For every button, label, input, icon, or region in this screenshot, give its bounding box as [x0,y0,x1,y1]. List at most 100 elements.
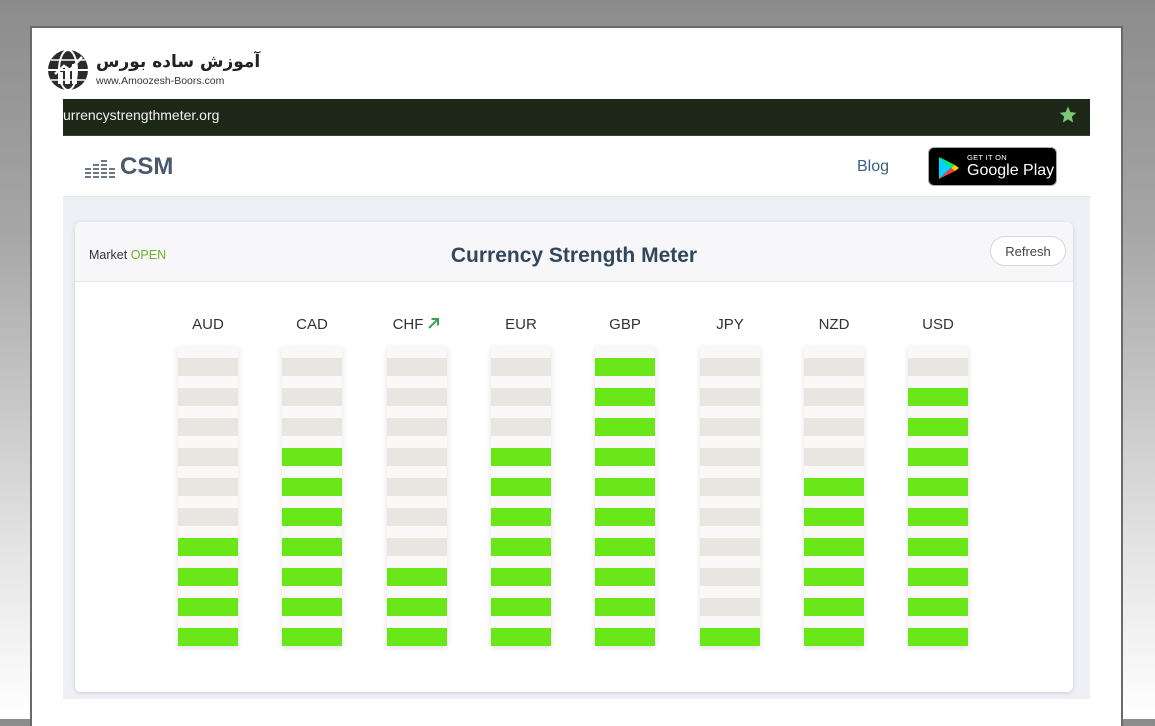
strength-segment-filled [595,628,655,646]
strength-bar-stack [387,346,447,646]
refresh-button[interactable]: Refresh [990,236,1066,266]
strength-segment-empty [700,598,760,616]
strength-segment-empty [700,538,760,556]
strength-segment-empty [387,538,447,556]
strength-segment-filled [908,418,968,436]
strength-segment-empty [700,388,760,406]
strength-segment-empty [387,388,447,406]
currency-label: GBP [575,316,675,333]
currency-code: NZD [818,316,850,333]
strength-segment-filled [178,538,238,556]
market-status: Market OPEN [89,248,166,262]
google-play-badge[interactable]: GET IT ON Google Play [928,147,1057,186]
strength-segment-filled [804,568,864,586]
strength-segment-filled [908,508,968,526]
strength-segment-empty [387,448,447,466]
currency-code: EUR [505,316,537,333]
card-header: Market OPEN Currency Strength Meter Refr… [75,222,1073,282]
strength-segment-filled [595,568,655,586]
strength-segment-filled [595,358,655,376]
strength-segment-filled [178,598,238,616]
currency-label: CAD [262,316,362,333]
strength-segment-filled [595,448,655,466]
strength-segment-filled [804,478,864,496]
trend-up-arrow-icon [428,318,440,329]
strength-segment-filled [595,478,655,496]
strength-segment-filled [908,478,968,496]
strength-segment-filled [491,568,551,586]
strength-segment-empty [178,478,238,496]
strength-segment-empty [178,388,238,406]
blog-link[interactable]: Blog [857,158,890,175]
currency-label: NZD [784,316,884,333]
google-play-small-text: GET IT ON [967,153,1007,162]
strength-segment-empty [178,358,238,376]
strength-segment-empty [491,418,551,436]
strength-segment-filled [804,598,864,616]
strength-segment-filled [908,628,968,646]
currency-code: USD [922,316,954,333]
strength-segment-filled [178,568,238,586]
strength-segment-filled [282,568,342,586]
csm-logo[interactable]: CSM [85,152,173,182]
strength-segment-empty [700,448,760,466]
currency-label: CHF [367,316,467,333]
strength-segment-empty [804,388,864,406]
strength-segment-empty [387,358,447,376]
strength-segment-filled [908,538,968,556]
strength-segment-filled [595,418,655,436]
strength-segment-empty [387,478,447,496]
watermark-persian-title: آموزش ساده بورس [96,52,261,72]
currency-code: JPY [716,316,744,333]
strength-segment-empty [178,418,238,436]
strength-bar-stack [282,346,342,646]
strength-segment-filled [491,598,551,616]
strength-segment-filled [491,448,551,466]
url-text[interactable]: urrencystrengthmeter.org [63,107,220,123]
strength-segment-filled [700,628,760,646]
top-navigation: CSM Blog GET IT ON Google Play [63,136,1090,197]
strength-segment-filled [595,538,655,556]
strength-segment-filled [804,538,864,556]
strength-segment-filled [491,628,551,646]
strength-segment-empty [700,358,760,376]
strength-segment-empty [282,358,342,376]
strength-segment-filled [282,508,342,526]
strength-segment-empty [804,418,864,436]
strength-segment-empty [700,568,760,586]
currency-label: USD [888,316,988,333]
star-icon[interactable] [1058,105,1078,125]
strength-segment-filled [282,598,342,616]
watermark-website: www.Amoozesh-Boors.com [96,75,225,87]
currency-label: JPY [680,316,780,333]
strength-segment-empty [387,418,447,436]
strength-segment-filled [908,598,968,616]
strength-segment-filled [387,598,447,616]
currency-label: EUR [471,316,571,333]
page-title: Currency Strength Meter [450,244,698,267]
strength-segment-empty [178,508,238,526]
strength-bar-stack [908,346,968,646]
market-open-status: OPEN [130,248,167,262]
meter-card: Market OPEN Currency Strength Meter Refr… [75,222,1073,692]
currency-code: GBP [609,316,641,333]
strength-segment-filled [282,628,342,646]
strength-segment-filled [282,538,342,556]
currency-label: AUD [158,316,258,333]
strength-segment-empty [700,508,760,526]
strength-bar-stack [595,346,655,646]
strength-segment-empty [387,508,447,526]
strength-segment-filled [282,478,342,496]
currency-code: CAD [296,316,328,333]
strength-segment-filled [908,568,968,586]
strength-segment-filled [491,538,551,556]
strength-segment-empty [700,478,760,496]
strength-bar-stack [491,346,551,646]
browser-address-bar[interactable]: urrencystrengthmeter.org [63,99,1090,136]
logo-text: CSM [120,153,174,180]
strength-segment-filled [595,388,655,406]
strength-bar-stack [178,346,238,646]
strength-segment-filled [491,478,551,496]
google-play-icon [939,157,959,179]
strength-segment-filled [804,508,864,526]
